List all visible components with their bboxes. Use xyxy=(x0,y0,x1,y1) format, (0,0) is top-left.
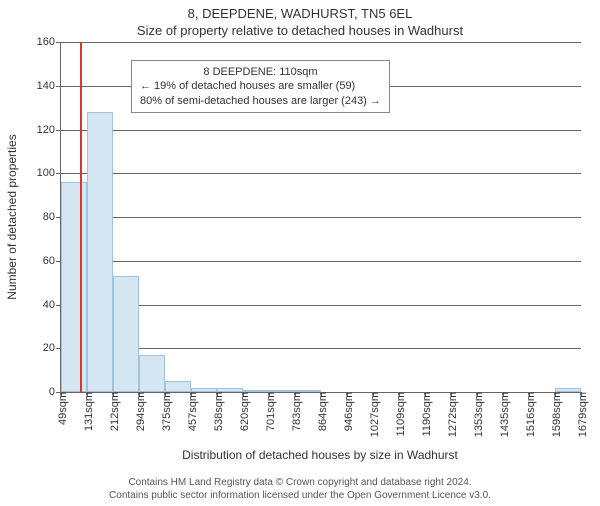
x-tick-label: 1109sqm xyxy=(391,392,407,436)
annotation-line: 80% of semi-detached houses are larger (… xyxy=(140,94,381,108)
x-tick-label: 375sqm xyxy=(157,392,173,431)
x-tick-label: 1679sqm xyxy=(573,392,589,437)
histogram-bar xyxy=(139,355,165,392)
page-title-line2: Size of property relative to detached ho… xyxy=(0,23,600,38)
y-tick-label: 20 xyxy=(43,342,61,354)
histogram-bar xyxy=(113,276,139,392)
histogram-bar xyxy=(61,182,87,392)
x-tick-label: 620sqm xyxy=(235,392,251,431)
chart-container: 02040608010012014016049sqm131sqm212sqm29… xyxy=(0,42,600,462)
x-tick-label: 1598sqm xyxy=(547,392,563,437)
gridline xyxy=(61,42,581,43)
y-axis-label: Number of detached properties xyxy=(5,134,19,299)
x-tick-label: 49sqm xyxy=(53,392,69,425)
x-tick-label: 783sqm xyxy=(287,392,303,431)
page-title-line1: 8, DEEPDENE, WADHURST, TN5 6EL xyxy=(0,6,600,21)
x-tick-label: 1516sqm xyxy=(521,392,537,437)
y-tick-label: 60 xyxy=(43,255,61,267)
gridline xyxy=(61,130,581,131)
histogram-bar xyxy=(165,381,191,392)
x-tick-label: 538sqm xyxy=(209,392,225,431)
gridline xyxy=(61,173,581,174)
x-tick-label: 1272sqm xyxy=(443,392,459,437)
property-marker-line xyxy=(80,42,82,392)
x-tick-label: 212sqm xyxy=(105,392,121,431)
annotation-line: 8 DEEPDENE: 110sqm xyxy=(140,65,381,79)
y-tick-label: 100 xyxy=(37,167,61,179)
x-tick-label: 701sqm xyxy=(261,392,277,431)
x-tick-label: 294sqm xyxy=(131,392,147,431)
annotation-line: ← 19% of detached houses are smaller (59… xyxy=(140,79,381,93)
footer: Contains HM Land Registry data © Crown c… xyxy=(0,476,600,502)
x-tick-label: 1353sqm xyxy=(469,392,485,437)
x-tick-label: 864sqm xyxy=(313,392,329,431)
footer-line2: Contains public sector information licen… xyxy=(0,489,600,502)
footer-line1: Contains HM Land Registry data © Crown c… xyxy=(0,476,600,489)
x-axis-label: Distribution of detached houses by size … xyxy=(60,448,580,462)
x-tick-label: 1435sqm xyxy=(495,392,511,437)
histogram-bar xyxy=(87,112,113,392)
gridline xyxy=(61,305,581,306)
x-tick-label: 946sqm xyxy=(339,392,355,431)
plot-area: 02040608010012014016049sqm131sqm212sqm29… xyxy=(60,42,581,393)
x-tick-label: 457sqm xyxy=(183,392,199,431)
gridline xyxy=(61,348,581,349)
y-tick-label: 120 xyxy=(37,124,61,136)
x-tick-label: 131sqm xyxy=(79,392,95,431)
y-tick-label: 160 xyxy=(37,36,61,48)
y-tick-label: 40 xyxy=(43,299,61,311)
annotation-box: 8 DEEPDENE: 110sqm← 19% of detached hous… xyxy=(131,60,390,113)
y-tick-label: 80 xyxy=(43,211,61,223)
x-tick-label: 1027sqm xyxy=(365,392,381,437)
x-tick-label: 1190sqm xyxy=(417,392,433,436)
gridline xyxy=(61,261,581,262)
gridline xyxy=(61,217,581,218)
y-tick-label: 140 xyxy=(37,80,61,92)
